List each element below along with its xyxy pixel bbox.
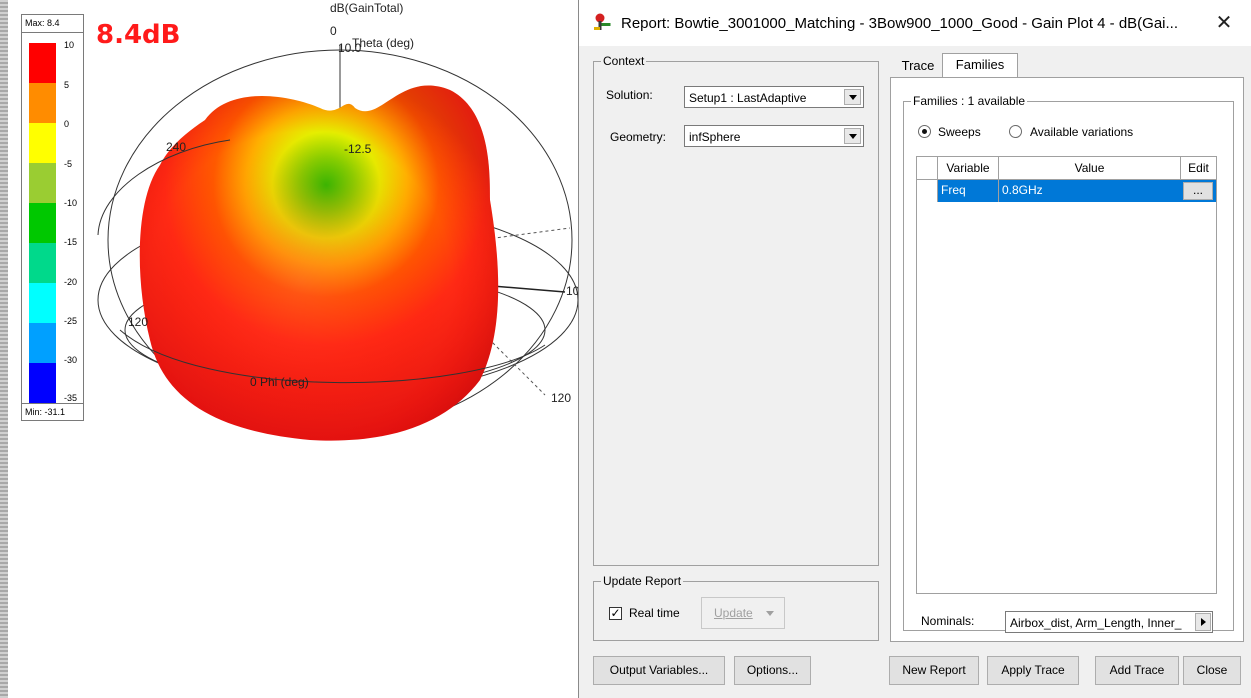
legend-tick: -35 <box>64 393 78 403</box>
table-row[interactable]: Freq 0.8GHz ... <box>917 180 1216 202</box>
ring-value-top: 10.0 <box>338 41 362 55</box>
legend-tick: -20 <box>64 277 78 287</box>
context-group-label: Context <box>601 54 647 68</box>
nominals-value: Airbox_dist, Arm_Length, Inner_ <box>1010 616 1182 630</box>
radiation-plot-view[interactable]: dB(GainTotal) 0 Theta (deg) 10.0 -12.5 2… <box>0 0 578 698</box>
theta-zero-label: 0 <box>330 24 337 38</box>
chevron-down-icon[interactable] <box>844 89 861 105</box>
legend-tick: 5 <box>64 80 70 90</box>
tab-trace[interactable]: Trace <box>901 58 935 73</box>
legend-min-label: Min: -31.1 <box>22 403 83 420</box>
max-gain-annotation: 8.4dB <box>96 20 181 50</box>
families-group: Families : 1 available Sweeps Available … <box>903 94 1234 633</box>
available-variations-label: Available variations <box>1030 125 1134 139</box>
plot-top-title: dB(GainTotal) <box>330 1 403 15</box>
update-button: Update <box>701 597 785 629</box>
angle-label-120-right: 120 <box>551 391 571 405</box>
legend-swatch <box>29 363 56 403</box>
legend-swatch <box>29 283 56 323</box>
apply-trace-button[interactable]: Apply Trace <box>987 656 1079 685</box>
geometry-value: infSphere <box>689 130 741 144</box>
chevron-right-icon[interactable] <box>1195 613 1211 631</box>
edit-ellipsis-button[interactable]: ... <box>1183 182 1213 200</box>
legend-tick: -15 <box>64 237 78 247</box>
angle-label-right-edge: 10 <box>566 284 578 298</box>
solution-dropdown[interactable]: Setup1 : LastAdaptive <box>684 86 864 108</box>
chevron-down-icon <box>766 611 774 616</box>
dialog-title-bar[interactable]: Report: Bowtie_3001000_Matching - 3Bow90… <box>579 0 1251 46</box>
realtime-label: Real time <box>629 606 680 620</box>
cell-value[interactable]: 0.8GHz <box>999 180 1181 202</box>
legend-tick: -10 <box>64 198 78 208</box>
legend-swatch <box>29 203 56 243</box>
update-report-group: Update Report <box>593 574 879 641</box>
legend-tick: -30 <box>64 355 78 365</box>
families-table[interactable]: Variable Value Edit Freq 0.8GHz ... <box>916 156 1217 594</box>
app-logo-icon <box>594 13 611 30</box>
legend-swatch <box>29 243 56 283</box>
cell-edit: ... <box>1181 180 1216 202</box>
legend-swatch <box>29 123 56 163</box>
sweeps-radio[interactable] <box>918 125 931 138</box>
column-header-edit[interactable]: Edit <box>1181 157 1216 180</box>
cell-variable[interactable]: Freq <box>938 180 999 202</box>
legend-tick: 0 <box>64 119 70 129</box>
column-header-value[interactable]: Value <box>999 157 1181 180</box>
radiation-pattern-3d: dB(GainTotal) 0 Theta (deg) 10.0 -12.5 2… <box>97 1 578 441</box>
families-tab-panel: Families : 1 available Sweeps Available … <box>890 77 1244 642</box>
close-icon[interactable]: ✕ <box>1215 12 1233 34</box>
output-variables-button[interactable]: Output Variables... <box>593 656 725 685</box>
update-report-label: Update Report <box>601 574 684 588</box>
color-legend[interactable]: Max: 8.4 10 5 0 -5 -10 -15 -20 -25 -30 -… <box>21 14 84 421</box>
update-button-label: Update <box>714 606 753 620</box>
realtime-checkbox[interactable]: ✓ <box>609 606 622 620</box>
close-button[interactable]: Close <box>1183 656 1241 685</box>
angle-label-120-left: 120 <box>128 315 148 329</box>
legend-tick: -25 <box>64 316 78 326</box>
plot-window-border <box>0 0 8 698</box>
legend-swatch <box>29 83 56 123</box>
available-variations-radio[interactable] <box>1009 125 1022 138</box>
legend-swatch <box>29 163 56 203</box>
solution-value: Setup1 : LastAdaptive <box>689 91 807 105</box>
phi-axis-label: 0 Phi (deg) <box>250 375 309 389</box>
tab-families[interactable]: Families <box>942 53 1018 78</box>
nominals-label: Nominals: <box>921 614 975 628</box>
geometry-label: Geometry: <box>610 130 667 144</box>
legend-swatches <box>29 43 56 403</box>
new-report-button[interactable]: New Report <box>889 656 979 685</box>
geometry-dropdown[interactable]: infSphere <box>684 125 864 147</box>
legend-tick: -5 <box>64 159 73 169</box>
chevron-down-icon[interactable] <box>844 128 861 144</box>
report-dialog: Report: Bowtie_3001000_Matching - 3Bow90… <box>578 0 1251 698</box>
nominals-field[interactable]: Airbox_dist, Arm_Length, Inner_ <box>1005 611 1213 633</box>
add-trace-button[interactable]: Add Trace <box>1095 656 1179 685</box>
ring-value-inner: -12.5 <box>344 142 372 156</box>
dialog-title: Report: Bowtie_3001000_Matching - 3Bow90… <box>621 15 1179 32</box>
row-selector[interactable] <box>917 180 938 202</box>
table-corner <box>917 157 938 180</box>
legend-tick: 10 <box>64 40 75 50</box>
sweeps-label: Sweeps <box>938 125 981 139</box>
column-header-variable[interactable]: Variable <box>938 157 999 180</box>
options-button[interactable]: Options... <box>734 656 811 685</box>
legend-max-label: Max: 8.4 <box>22 15 83 33</box>
context-group: Context Solution: Setup1 : LastAdaptive … <box>593 54 879 566</box>
theta-axis-label: Theta (deg) <box>352 36 414 50</box>
angle-label-240: 240 <box>166 140 186 154</box>
families-count-label: Families : 1 available <box>911 94 1028 108</box>
legend-swatch <box>29 43 56 83</box>
solution-label: Solution: <box>606 88 653 102</box>
legend-swatch <box>29 323 56 363</box>
